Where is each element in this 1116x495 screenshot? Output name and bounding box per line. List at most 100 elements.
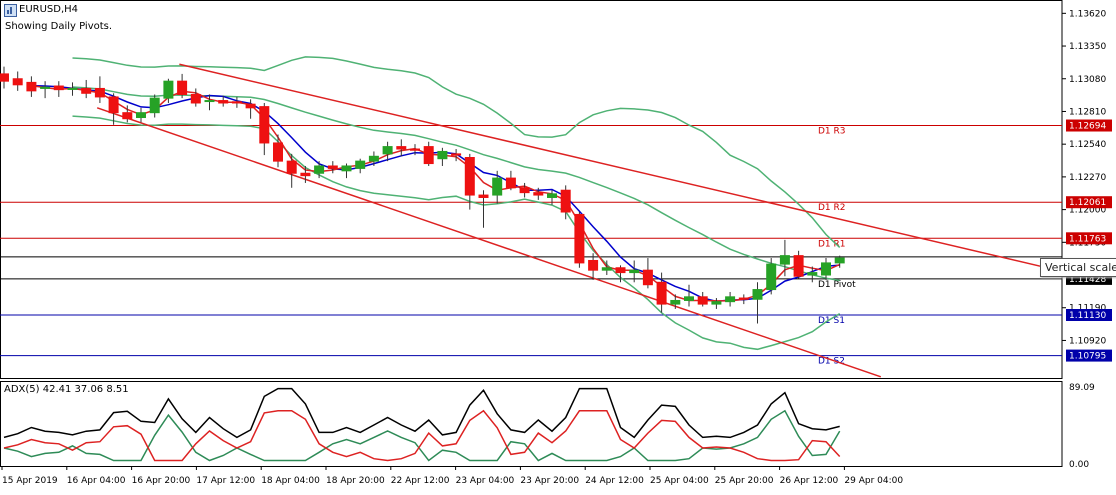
pivot-level-name: D1 Pivot bbox=[818, 280, 856, 290]
bear-candle bbox=[642, 269, 653, 286]
adx-tick-label: 0.00 bbox=[1069, 460, 1089, 470]
bear-candle bbox=[505, 177, 516, 189]
bear-candle bbox=[327, 165, 338, 169]
bull-candle bbox=[601, 267, 612, 271]
bear-candle bbox=[697, 296, 708, 305]
bull-candle bbox=[547, 193, 557, 198]
pivot-price-label: 1.10795 bbox=[1069, 352, 1106, 362]
price-frame bbox=[0, 0, 1063, 379]
fast-moving-average-line bbox=[31, 84, 841, 302]
time-tick-label: 16 Apr 04:00 bbox=[67, 476, 126, 486]
bear-candle bbox=[738, 297, 749, 300]
bear-candle bbox=[478, 194, 489, 198]
bear-candle bbox=[574, 213, 585, 264]
bollinger-middle-line bbox=[72, 86, 840, 282]
bull-candle bbox=[67, 87, 78, 90]
bear-candle bbox=[656, 281, 667, 305]
bear-candle bbox=[519, 187, 530, 194]
slow-moving-average-line bbox=[31, 84, 840, 303]
bear-candle bbox=[0, 73, 9, 82]
bull-candle bbox=[670, 299, 681, 305]
bear-candle bbox=[533, 192, 544, 196]
bull-candle bbox=[136, 112, 146, 119]
chart-subtitle: Showing Daily Pivots. bbox=[5, 21, 113, 32]
pivot-price-box bbox=[1066, 196, 1112, 209]
bear-candle bbox=[81, 87, 92, 94]
bear-candle bbox=[560, 189, 571, 213]
time-tick-label: 16 Apr 20:00 bbox=[132, 476, 191, 486]
bear-candle bbox=[793, 255, 804, 277]
time-tick-label: 23 Apr 20:00 bbox=[520, 476, 579, 486]
adx-indicator-label: ADX(5) 42.41 37.06 8.51 bbox=[4, 384, 129, 395]
bear-candle bbox=[273, 142, 283, 162]
adx-main-line bbox=[3, 387, 840, 439]
bear-candle bbox=[245, 103, 256, 109]
pivot-price-box bbox=[1066, 232, 1112, 245]
price-tick-label: 1.12000 bbox=[1069, 206, 1106, 216]
price-tick-label: 1.13620 bbox=[1069, 9, 1106, 19]
bear-candle bbox=[286, 160, 297, 174]
bear-candle bbox=[12, 78, 23, 86]
bear-candle bbox=[464, 157, 475, 196]
bull-candle bbox=[629, 269, 640, 274]
pivot-level-name: D1 S2 bbox=[818, 357, 845, 367]
bull-candle bbox=[711, 301, 722, 305]
bull-candle bbox=[684, 296, 694, 301]
bull-candle bbox=[382, 146, 393, 155]
bull-candle bbox=[492, 177, 503, 196]
bear-candle bbox=[423, 146, 434, 165]
time-tick-label: 25 Apr 20:00 bbox=[715, 476, 774, 486]
adx-plus-di-line bbox=[3, 409, 841, 462]
bull-candle bbox=[834, 257, 845, 264]
lower-channel-line bbox=[96, 107, 882, 378]
price-axis: 1.13620 1.13350 1.13080 1.12810 1.12540 1.122… bbox=[1062, 9, 1112, 470]
adx-minus-di-line bbox=[3, 409, 841, 462]
bear-candle bbox=[108, 96, 119, 114]
bull-candle bbox=[149, 97, 160, 114]
bull-candle bbox=[807, 272, 818, 276]
symbol-icon bbox=[4, 4, 17, 17]
bull-candle bbox=[779, 255, 790, 265]
bear-candle bbox=[300, 172, 311, 177]
bear-candle bbox=[218, 100, 229, 104]
pivot-price-label: 1.11428 bbox=[1069, 275, 1106, 285]
bull-candle bbox=[314, 165, 325, 174]
bull-candle bbox=[163, 80, 174, 99]
bear-candle bbox=[122, 112, 133, 120]
vertical-scale-tooltip: Vertical scale bbox=[1040, 258, 1116, 277]
bull-candle bbox=[341, 165, 352, 172]
bear-candle bbox=[94, 87, 105, 98]
price-tick-label: 1.12270 bbox=[1069, 173, 1106, 183]
time-tick-label: 25 Apr 04:00 bbox=[650, 476, 709, 486]
chart-symbol-title: EURUSD,H4 bbox=[19, 4, 79, 15]
bear-candle bbox=[588, 259, 599, 271]
price-tick-label: 1.13350 bbox=[1069, 42, 1106, 52]
price-tick-label: 1.10920 bbox=[1069, 336, 1106, 346]
bull-candle bbox=[368, 155, 379, 162]
pivot-price-box bbox=[1066, 349, 1112, 362]
bear-candle bbox=[615, 267, 626, 274]
price-tick-label: 1.13080 bbox=[1069, 75, 1106, 85]
pivot-price-label: 1.12694 bbox=[1069, 122, 1106, 132]
time-tick-label: 24 Apr 12:00 bbox=[585, 476, 644, 486]
price-panel: D1 R3 D1 R2 D1 R1 D1 Pivot D1 S1 D1 S2 bbox=[0, 0, 1073, 379]
adx-panel bbox=[0, 381, 1063, 467]
adx-frame bbox=[0, 381, 1063, 467]
time-tick-label: 26 Apr 12:00 bbox=[780, 476, 839, 486]
bear-candle bbox=[231, 101, 242, 104]
bear-candle bbox=[259, 106, 270, 144]
time-tick-label: 18 Apr 20:00 bbox=[326, 476, 385, 486]
price-tick-label: 1.11190 bbox=[1069, 304, 1106, 314]
price-tick-label: 1.12540 bbox=[1069, 140, 1106, 150]
bear-candle bbox=[190, 94, 201, 104]
price-tick-label: 1.12810 bbox=[1069, 107, 1106, 117]
pivot-price-label: 1.11763 bbox=[1069, 234, 1106, 244]
bull-candle bbox=[204, 100, 215, 103]
bull-candle bbox=[752, 289, 763, 300]
bull-candle bbox=[355, 160, 366, 169]
pivot-level-name: D1 S1 bbox=[818, 316, 845, 326]
time-tick-label: 15 Apr 2019 bbox=[2, 476, 58, 486]
time-axis: 15 Apr 2019 16 Apr 04:00 16 Apr 20:00 17 Ap… bbox=[1, 466, 903, 486]
bollinger-lower-line bbox=[72, 115, 841, 351]
